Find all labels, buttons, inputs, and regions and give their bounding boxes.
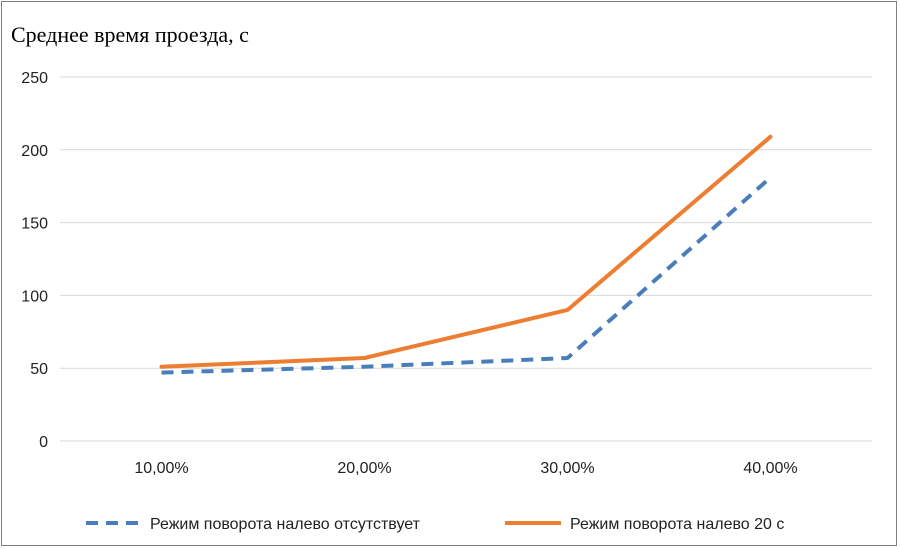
y-axis-title: Среднее время проезда, с: [11, 22, 249, 47]
series-line-1: [161, 175, 772, 375]
y-tick-label: 150: [21, 216, 48, 233]
legend-label-1: Режим поворота налево отсутствует: [150, 516, 421, 533]
legend: Режим поворота налево отсутствует Режим п…: [86, 516, 784, 533]
series-line-2: [159, 134, 773, 369]
x-tick-label: 30,00%: [540, 460, 594, 477]
y-tick-label: 50: [30, 361, 48, 378]
y-tick-label: 250: [21, 70, 48, 87]
legend-label-2: Режим поворота налево 20 с: [570, 516, 784, 533]
y-tick-label: 200: [21, 143, 48, 160]
gridlines: [60, 76, 872, 442]
series-lines: [159, 134, 773, 375]
x-tick-label: 20,00%: [337, 460, 391, 477]
y-tick-label: 0: [39, 434, 48, 451]
x-tick-labels: 10,00% 20,00% 30,00% 40,00%: [134, 460, 797, 477]
x-tick-label: 40,00%: [743, 460, 797, 477]
y-tick-label: 100: [21, 288, 48, 305]
y-tick-labels: 0 50 100 150 200 250: [21, 70, 48, 451]
x-tick-label: 10,00%: [134, 460, 188, 477]
